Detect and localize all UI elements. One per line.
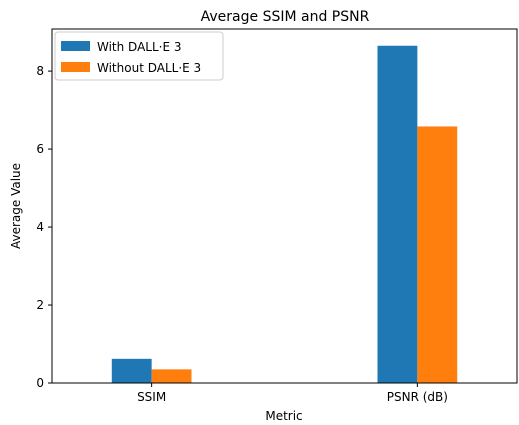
chart-title: Average SSIM and PSNR (201, 9, 370, 25)
x-tick-label: PSNR (dB) (387, 390, 448, 404)
plot-frame (51, 28, 518, 384)
bars-layer (111, 45, 458, 383)
legend-swatch-without-dalle3 (61, 62, 90, 72)
y-tick-label: 8 (36, 64, 44, 78)
legend-label-without-dalle3: Without DALL·E 3 (97, 61, 201, 75)
legend-box (54, 31, 224, 81)
bar-with-dall-e-3-psnr-db (377, 45, 418, 383)
y-tick-label: 6 (36, 142, 44, 156)
legend-swatch-with-dalle3 (61, 41, 90, 51)
y-axis: 0 2 4 6 8 (36, 64, 52, 390)
y-axis-label: Average Value (9, 163, 23, 249)
legend: With DALL·E 3 Without DALL·E 3 (54, 31, 224, 81)
y-tick-label: 2 (36, 298, 44, 312)
bar-with-dall-e-3-ssim (111, 358, 152, 383)
x-axis-label: Metric (265, 409, 302, 423)
legend-label-with-dalle3: With DALL·E 3 (97, 40, 182, 54)
x-axis: SSIM PSNR (dB) (137, 383, 448, 404)
bar-without-dall-e-3-ssim (151, 369, 192, 383)
y-tick-label: 4 (36, 220, 44, 234)
bar-without-dall-e-3-psnr-db (417, 126, 458, 383)
y-tick-label: 0 (36, 376, 44, 390)
x-tick-label: SSIM (137, 390, 166, 404)
